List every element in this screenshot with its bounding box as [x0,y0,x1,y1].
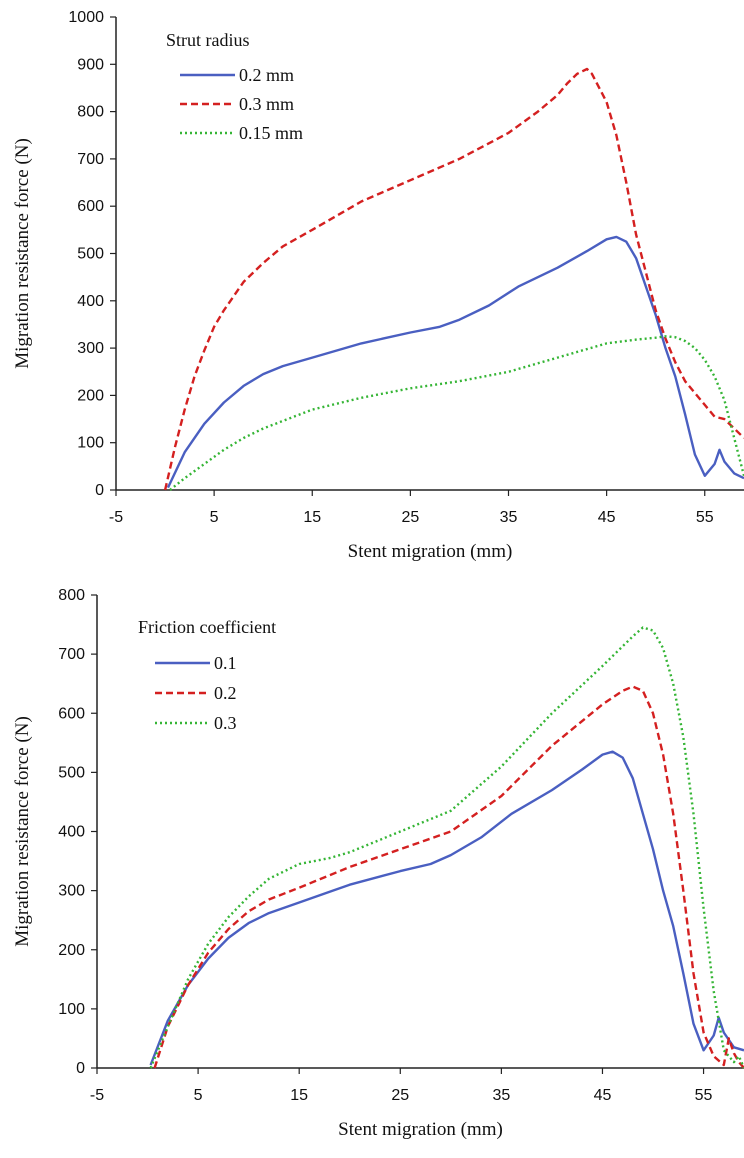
y-tick-label: 600 [77,198,104,215]
y-tick-label: 500 [58,764,85,781]
x-tick-label: -5 [90,1087,104,1104]
legend-label: 0.1 [214,653,237,673]
y-tick-label: 200 [58,942,85,959]
x-tick-label: 35 [492,1087,510,1104]
y-tick-label: 0 [76,1060,85,1077]
legend: Friction coefficient 0.1 0.2 0.3 [138,617,276,733]
x-tick-label: 45 [598,509,616,526]
x-axis-title: Stent migration (mm) [348,541,513,562]
x-tick-label: 5 [210,509,219,526]
y-tick-label: 500 [77,246,104,263]
chart-panel-1: 0 100 200 300 400 500 600 700 800 900 1000 -5 5 15 25 3… [12,9,744,562]
series-line-1 [166,235,744,489]
series-line-2 [163,67,744,491]
series-line-3 [169,335,744,491]
x-tick-label: 45 [594,1087,612,1104]
y-axis-title: Migration resistance force (N) [12,716,33,947]
x-tick-label: 55 [695,1087,713,1104]
legend: Strut radius 0.2 mm 0.3 mm 0.15 mm [166,30,303,143]
y-tick-label: 300 [77,340,104,357]
y-axis-title: Migration resistance force (N) [12,138,33,369]
y-tick-label: 0 [95,482,104,499]
legend-label: 0.3 mm [239,94,294,114]
y-tick-label: 100 [77,435,104,452]
x-tick-label: 25 [391,1087,409,1104]
x-tick-label: 55 [696,509,714,526]
y-tick-label: 400 [58,824,85,841]
legend-title: Friction coefficient [138,617,276,637]
y-tick-label: 800 [58,587,85,604]
x-tick-label: 15 [303,509,321,526]
y-tick-label: 200 [77,387,104,404]
legend-title: Strut radius [166,30,250,50]
x-tick-label: 25 [401,509,419,526]
x-tick-label: 15 [290,1087,308,1104]
legend-label: 0.3 [214,713,237,733]
y-tick-label: 300 [58,883,85,900]
y-tick-label: 600 [58,705,85,722]
legend-label: 0.15 mm [239,123,303,143]
y-tick-label: 100 [58,1001,85,1018]
chart-panel-2: 0 100 200 300 400 500 600 700 800 -5 5 15 25 35 45 55 St… [12,587,744,1140]
series-line-2 [153,685,744,1069]
x-tick-label: -5 [109,509,123,526]
y-tick-label: 400 [77,293,104,310]
x-axis-title: Stent migration (mm) [338,1119,503,1140]
x-tick-label: 5 [194,1087,203,1104]
y-tick-label: 800 [77,104,104,121]
y-tick-label: 700 [58,646,85,663]
legend-label: 0.2 [214,683,237,703]
y-tick-label: 700 [77,151,104,168]
x-tick-label: 35 [500,509,518,526]
y-tick-label: 900 [77,56,104,73]
y-tick-label: 1000 [68,9,104,26]
series-line-3 [149,626,744,1069]
legend-label: 0.2 mm [239,65,294,85]
series-line-1 [149,750,744,1066]
